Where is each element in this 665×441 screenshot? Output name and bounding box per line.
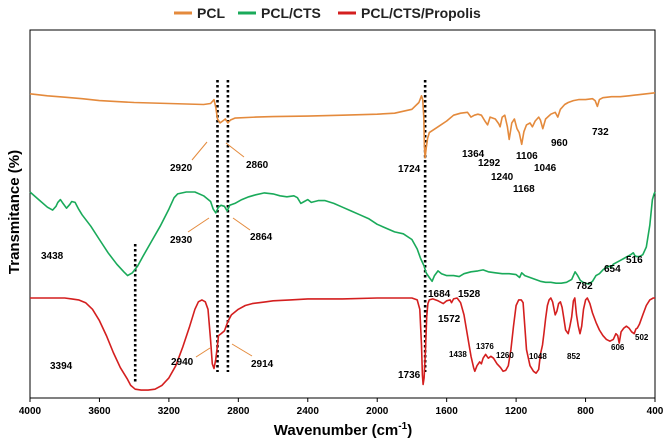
legend-label-pcl-cts: PCL/CTS [261,5,321,21]
x-tick-label: 800 [577,406,594,417]
peak-label-852: 852 [567,352,581,361]
peak-label-3438: 3438 [41,251,64,262]
legend-label-pcl-cts-propolis: PCL/CTS/Propolis [361,5,481,21]
x-axis-title: Wavenumber (cm-1) [274,421,412,439]
legend-label-pcl: PCL [197,5,225,21]
plot-frame [29,29,656,399]
peak-label-1438: 1438 [449,350,467,359]
peak-label-606: 606 [611,343,625,352]
x-axis-ticks: 4000 3600 3200 2800 2400 2000 1600 1200 800 400 [19,398,664,417]
series-line-pcl [29,92,656,159]
x-axis-title-close: ) [407,422,412,439]
peak-label-1572: 1572 [438,314,461,325]
peak-label-1292: 1292 [478,158,501,169]
peak-label-1048: 1048 [529,352,547,361]
leader-line-2860 [225,142,245,158]
legend: PCL PCL/CTS PCL/CTS/Propolis [174,5,481,21]
peak-label-502: 502 [635,333,649,342]
peak-label-1684: 1684 [428,289,451,300]
series-group [29,92,656,391]
peak-label-1260: 1260 [496,351,514,360]
leader-line-2864 [232,217,251,231]
peak-label-1106: 1106 [516,151,538,162]
x-axis-title-main: Wavenumber (cm [274,422,398,439]
x-tick-label: 3200 [158,406,181,417]
series-line-pcl-cts [29,191,656,285]
peak-label-2920: 2920 [170,163,193,174]
peak-label-1724: 1724 [398,164,421,175]
x-tick-label: 3600 [88,406,111,417]
peak-label-2860: 2860 [246,160,269,171]
x-tick-label: 1200 [505,406,528,417]
leader-line-2930 [187,217,210,233]
series-line-pcl-cts-propolis [30,297,655,391]
x-tick-label: 2400 [297,406,320,417]
peak-label-1240: 1240 [491,172,514,183]
peak-label-1736: 1736 [398,370,421,381]
leader-line-2940 [195,347,211,358]
y-axis-title: Transmitance (%) [6,150,23,274]
peak-label-1376: 1376 [476,342,494,351]
peak-label-1046: 1046 [534,163,557,174]
peak-label-3394: 3394 [50,361,73,372]
peak-label-960: 960 [551,138,568,149]
peak-label-2914: 2914 [251,359,274,370]
peak-label-732: 732 [592,127,609,138]
x-axis-title-sup: -1 [398,421,407,432]
vertical-marker-group [133,80,427,384]
leader-line-2914 [231,343,253,357]
peak-label-1528: 1528 [458,289,481,300]
x-tick-label: 400 [647,406,664,417]
peak-label-2864: 2864 [250,232,273,243]
peak-label-1364: 1364 [462,149,485,160]
peak-label-1168: 1168 [513,184,535,195]
peak-label-654: 654 [604,264,621,275]
x-tick-label: 1600 [436,406,459,417]
x-tick-label: 2000 [366,406,389,417]
leader-line-2920 [191,141,208,161]
peak-label-2930: 2930 [170,235,193,246]
peak-label-516: 516 [626,255,643,266]
peak-label-782: 782 [576,281,593,292]
x-tick-label: 4000 [19,406,42,417]
x-tick-label: 2800 [227,406,250,417]
peak-label-2940: 2940 [171,357,194,368]
